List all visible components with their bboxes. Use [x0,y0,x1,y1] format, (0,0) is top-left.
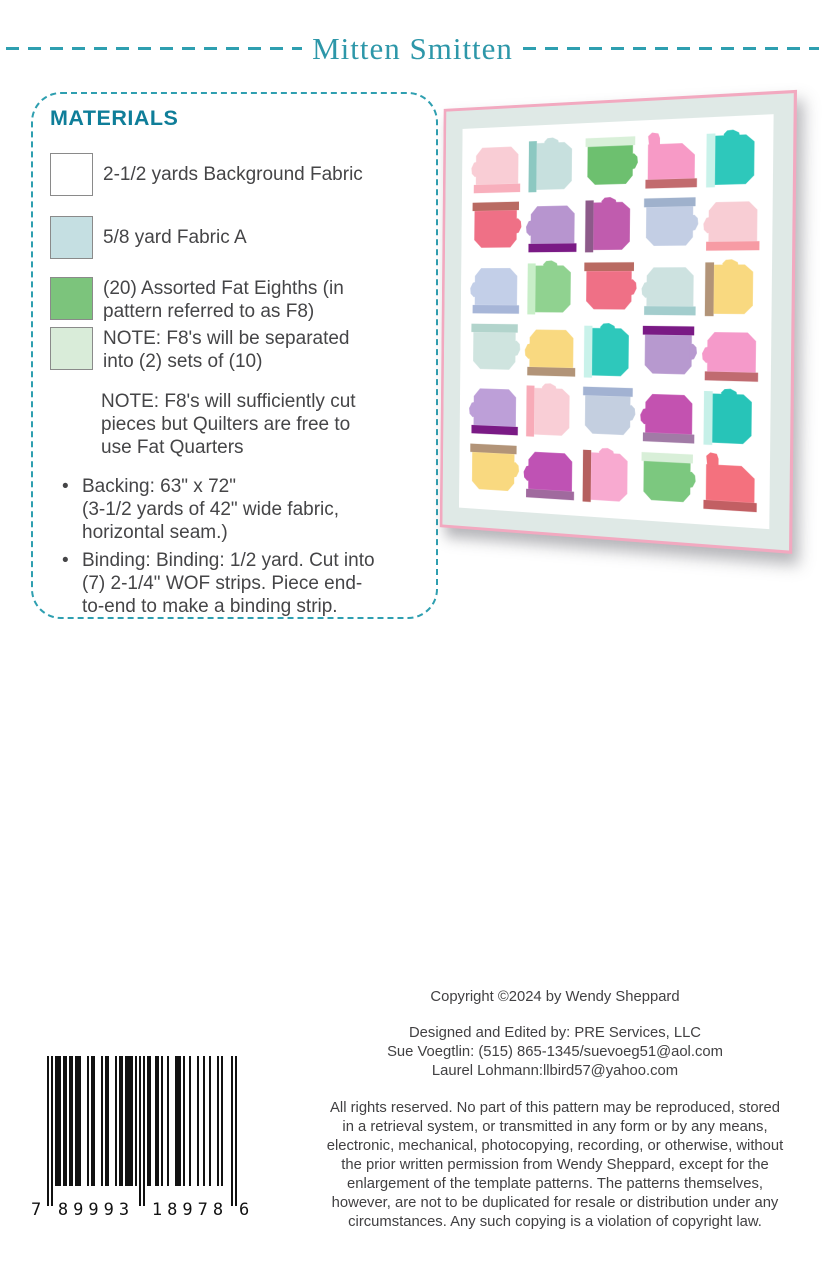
barcode-digit-group2: 18978 [151,1200,229,1220]
mitten-block [472,202,522,249]
material-label: (20) Assorted Fat Eighths (in pattern re… [103,278,344,322]
barcode-digit-group1: 89993 [57,1200,135,1220]
mitten-block [704,259,754,317]
mitten-block [585,136,638,185]
mitten-block [471,323,521,370]
materials-list: 2-1/2 yards Background Fabric 5/8 yard F… [50,153,432,373]
backing-bullet: • Backing: 63" x 72" (3-1/2 yards of 42"… [62,475,432,544]
material-item-fat-eighths: (20) Assorted Fat Eighths (in pattern re… [50,277,432,323]
mitten-block [524,329,576,377]
material-item-fabric-a: 5/8 yard Fabric A [50,216,432,259]
mitten-block [526,383,570,438]
quilt-photo [439,89,798,554]
header-dash-left [6,46,303,50]
barcode-bars [47,1056,237,1206]
credits-block: Designed and Edited by: PRE Services, LL… [275,1024,825,1081]
mitten-block [640,394,695,445]
mitten-block [523,451,575,501]
mitten-block [645,132,697,189]
binding-bullet: • Binding: Binding: 1/2 yard. Cut into (… [62,549,432,618]
quilt-outer-border [442,93,794,551]
mitten-block [706,129,755,188]
mitten-block [528,137,573,193]
mitten-block [641,267,696,316]
mitten-block [703,201,760,252]
mitten-block [703,388,752,446]
mitten-block [583,387,636,436]
bullet-dot: • [62,476,69,497]
mitten-block [469,388,518,436]
material-item-f8-note: NOTE: F8's will be separated into (2) se… [50,327,432,373]
upc-barcode: 7 89993 18978 6 [31,1056,263,1222]
materials-bullet-list: • Backing: 63" x 72" (3-1/2 yards of 42"… [50,475,432,618]
fabric-swatch [50,153,93,196]
mitten-block [470,443,520,492]
mitten-block [641,452,696,503]
credit-line: Designed and Edited by: PRE Services, LL… [409,1025,701,1041]
quilt-mitten-grid [458,114,774,530]
material-item-background-fabric: 2-1/2 yards Background Fabric [50,153,432,196]
fabric-swatch [50,327,93,370]
page-header: Mitten Smitten [6,30,819,66]
mitten-block [644,197,699,247]
mitten-block [703,452,757,513]
header-dash-right [522,46,819,50]
copyright-line: Copyright ©2024 by Wendy Sheppard [430,989,680,1005]
backing-text: Backing: 63" x 72" (3-1/2 yards of 42" w… [82,476,340,543]
fabric-swatch [50,277,93,320]
material-label: 2-1/2 yards Background Fabric [103,164,363,185]
bullet-dot: • [62,550,69,571]
credit-line: Sue Voegtlin: (515) 865-1345/suevoeg51@a… [387,1044,723,1060]
mitten-block [584,262,637,310]
material-label: NOTE: F8's will be separated into (2) se… [103,328,350,372]
mitten-block [527,260,571,315]
mitten-block [582,447,628,503]
material-label: 5/8 yard Fabric A [103,227,247,248]
page-title: Mitten Smitten [312,30,513,66]
materials-box: MATERIALS 2-1/2 yards Background Fabric … [31,92,438,619]
legal-paragraph: All rights reserved. No part of this pat… [326,1100,784,1230]
mitten-block [583,322,629,378]
mitten-block [585,197,631,253]
fat-quarters-note: NOTE: F8's will sufficiently cut pieces … [101,391,356,458]
materials-heading: MATERIALS [50,106,179,130]
mitten-block [642,325,697,375]
barcode-digit-lead: 7 [31,1200,42,1220]
barcode-digit-trail: 6 [239,1200,250,1220]
mitten-block [471,146,521,194]
binding-text: Binding: Binding: 1/2 yard. Cut into (7)… [82,550,375,617]
mitten-block [525,205,577,253]
mitten-block [470,268,520,314]
fabric-swatch [50,216,93,259]
quilt-binding-border [439,89,798,554]
credit-line: Laurel Lohmann:llbird57@yahoo.com [431,1063,679,1079]
mitten-block [701,331,759,382]
